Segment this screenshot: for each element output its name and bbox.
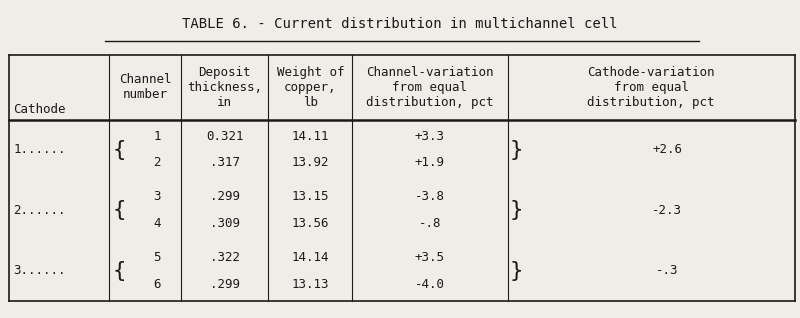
- Text: {: {: [113, 200, 126, 220]
- Text: 13.13: 13.13: [291, 278, 329, 291]
- Text: -.8: -.8: [418, 217, 441, 230]
- Text: 4: 4: [153, 217, 161, 230]
- Text: 2: 2: [153, 156, 161, 169]
- Text: 5: 5: [153, 251, 161, 264]
- Text: 1......: 1......: [14, 143, 66, 156]
- Text: Weight of
copper,
lb: Weight of copper, lb: [277, 66, 344, 109]
- Text: 14.14: 14.14: [291, 251, 329, 264]
- Text: .299: .299: [210, 190, 240, 203]
- Text: 14.11: 14.11: [291, 130, 329, 143]
- Text: Channel-variation
from equal
distribution, pct: Channel-variation from equal distributio…: [366, 66, 494, 109]
- Text: +3.3: +3.3: [415, 130, 445, 143]
- Text: {: {: [113, 261, 126, 281]
- Text: {: {: [113, 140, 126, 160]
- Text: 13.56: 13.56: [291, 217, 329, 230]
- Text: }: }: [510, 140, 523, 160]
- Text: 6: 6: [153, 278, 161, 291]
- Text: .317: .317: [210, 156, 240, 169]
- Text: -.3: -.3: [656, 264, 678, 277]
- Text: .299: .299: [210, 278, 240, 291]
- Text: 13.15: 13.15: [291, 190, 329, 203]
- Text: -3.8: -3.8: [415, 190, 445, 203]
- Text: Deposit
thickness,
in: Deposit thickness, in: [187, 66, 262, 109]
- Text: 1: 1: [153, 130, 161, 143]
- Text: .322: .322: [210, 251, 240, 264]
- Text: .309: .309: [210, 217, 240, 230]
- Text: }: }: [510, 261, 523, 281]
- Text: +2.6: +2.6: [652, 143, 682, 156]
- Text: 3: 3: [153, 190, 161, 203]
- Text: +3.5: +3.5: [415, 251, 445, 264]
- Text: -2.3: -2.3: [652, 204, 682, 217]
- Text: -4.0: -4.0: [415, 278, 445, 291]
- Text: Channel
number: Channel number: [118, 73, 171, 101]
- Text: +1.9: +1.9: [415, 156, 445, 169]
- Text: 0.321: 0.321: [206, 130, 243, 143]
- Text: Cathode: Cathode: [14, 103, 66, 116]
- Text: 13.92: 13.92: [291, 156, 329, 169]
- Text: 2......: 2......: [14, 204, 66, 217]
- Text: 3......: 3......: [14, 264, 66, 277]
- Text: Cathode-variation
from equal
distribution, pct: Cathode-variation from equal distributio…: [587, 66, 715, 109]
- Text: TABLE 6. - Current distribution in multichannel cell: TABLE 6. - Current distribution in multi…: [182, 17, 618, 31]
- Text: }: }: [510, 200, 523, 220]
